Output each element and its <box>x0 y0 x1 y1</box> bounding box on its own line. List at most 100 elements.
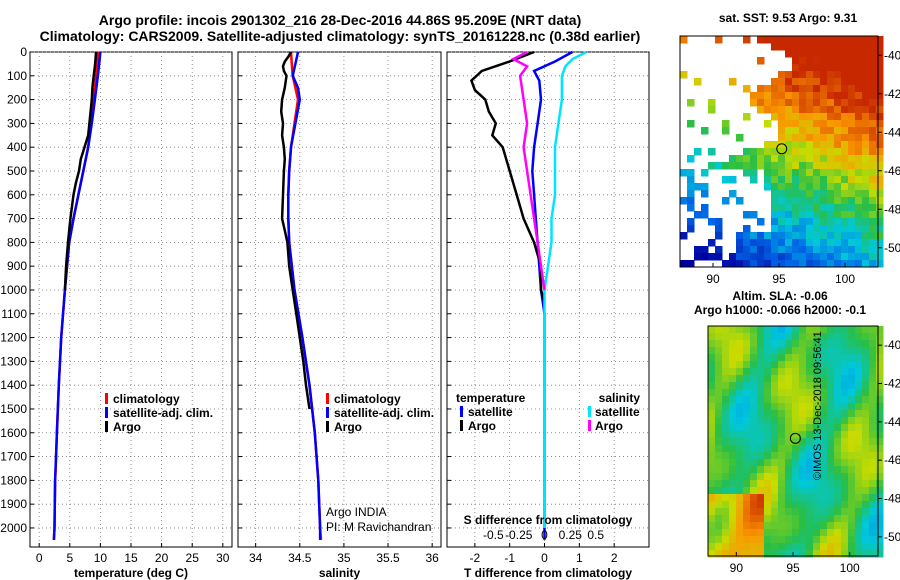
sla_map-cell <box>722 431 730 439</box>
salinity-series-satellite-adj-clim- <box>287 51 322 540</box>
sst_map-cell <box>806 218 814 226</box>
sla_map-cell <box>855 466 863 474</box>
sst_map-cell <box>862 246 870 254</box>
difference-legend-label: satellite <box>595 405 640 419</box>
sla_map-cell <box>841 508 849 516</box>
sst_map-cell <box>694 78 702 86</box>
sst_map-cell <box>834 211 842 219</box>
sla_map-cell <box>855 480 863 488</box>
sla_map-cell <box>792 452 800 460</box>
sla_map-cell <box>715 466 723 474</box>
sst_map-cell <box>876 64 884 72</box>
sla_map-cell <box>743 396 751 404</box>
sla_map-cell <box>813 333 821 341</box>
sla_map-cell <box>799 543 807 551</box>
sst_map-cell <box>876 197 884 205</box>
sst_map-cell <box>820 232 828 240</box>
sla_map-cell <box>771 501 779 509</box>
sst_map-cell <box>855 64 863 72</box>
sst_map-cell <box>806 190 814 198</box>
sla_map-cell <box>834 431 842 439</box>
y-tick-label: 100 <box>7 69 27 83</box>
sla_map-cell <box>771 487 779 495</box>
sla_map-cell <box>757 375 765 383</box>
sla_map-cell <box>848 361 856 369</box>
sla_map-cell <box>834 396 842 404</box>
sst_map-cell <box>876 50 884 58</box>
sla_map-cell <box>876 354 884 362</box>
sst_map-cell <box>876 176 884 184</box>
sla_map-cell <box>750 508 758 516</box>
sst_map-cell <box>827 50 835 58</box>
sla_map-cell <box>841 389 849 397</box>
sst_map-cell <box>806 50 814 58</box>
sla_map-cell <box>848 431 856 439</box>
sla_map-cell <box>869 494 877 502</box>
sla_map-cell <box>813 459 821 467</box>
sla_map-cell <box>876 529 884 537</box>
sla_map-cell <box>827 529 835 537</box>
sst_map-cell <box>841 232 849 240</box>
sst_map-cell <box>876 43 884 51</box>
sst_map-cell <box>722 127 730 135</box>
sla_map-cell <box>799 396 807 404</box>
sst_map-cell <box>792 71 800 79</box>
sla_map-cell <box>771 480 779 488</box>
sla_map-cell <box>722 452 730 460</box>
sst_map-cell <box>869 50 877 58</box>
sst_map-cell <box>743 225 751 233</box>
sla_map-cell <box>813 396 821 404</box>
sla_map-cell <box>820 368 828 376</box>
sst_map-cell <box>862 260 870 268</box>
sla_map-cell <box>876 452 884 460</box>
sst_map-cell <box>869 190 877 198</box>
sla_map-cell <box>806 494 814 502</box>
sla_map-cell <box>820 459 828 467</box>
sla_map-cell <box>715 368 723 376</box>
sla_map-cell <box>792 536 800 544</box>
sst_map-cell <box>785 148 793 156</box>
sla_map-cell <box>799 340 807 348</box>
sla_map-cell <box>708 431 716 439</box>
sla_map-cell <box>778 326 786 334</box>
sst_map-cell <box>785 204 793 212</box>
sst_map-cell <box>785 106 793 114</box>
sst_map-cell <box>806 204 814 212</box>
sla_map-cell <box>729 459 737 467</box>
sla_map-cell <box>855 445 863 453</box>
sst_map-cell <box>855 176 863 184</box>
sst_map-cell <box>750 246 758 254</box>
sst_map-cell <box>841 71 849 79</box>
sst_map-cell <box>841 36 849 44</box>
sla_map-cell <box>834 424 842 432</box>
sla_map-cell <box>827 494 835 502</box>
sst_map-cell <box>729 190 737 198</box>
sla_map-cell <box>708 466 716 474</box>
sla_map-cell <box>834 375 842 383</box>
sla_map-cell <box>820 452 828 460</box>
sst_map-cell <box>869 71 877 79</box>
sst_map-cell <box>785 211 793 219</box>
sst_map-cell <box>778 71 786 79</box>
sst_map-cell <box>855 260 863 268</box>
sla_map-cell <box>771 403 779 411</box>
sla_map-cell <box>778 501 786 509</box>
sla_map-cell <box>736 494 744 502</box>
sst_map-cell <box>708 99 716 107</box>
sla_map-cell <box>799 487 807 495</box>
difference-legend-label: Argo <box>468 419 496 433</box>
sla_map-cell <box>722 536 730 544</box>
sst_map-cell <box>799 239 807 247</box>
sla_map-cell <box>876 466 884 474</box>
sst_map-cell <box>701 169 709 177</box>
sla_map-cell <box>869 424 877 432</box>
sst_map-cell <box>743 36 751 44</box>
sst_map-cell <box>813 85 821 93</box>
sla_map-cell <box>827 410 835 418</box>
sla_map-cell <box>736 438 744 446</box>
sst_map-cell <box>855 148 863 156</box>
sla_map-cell <box>771 550 779 558</box>
sst_map-cell <box>855 36 863 44</box>
sst_map-cell <box>855 78 863 86</box>
sst_map-cell <box>806 169 814 177</box>
